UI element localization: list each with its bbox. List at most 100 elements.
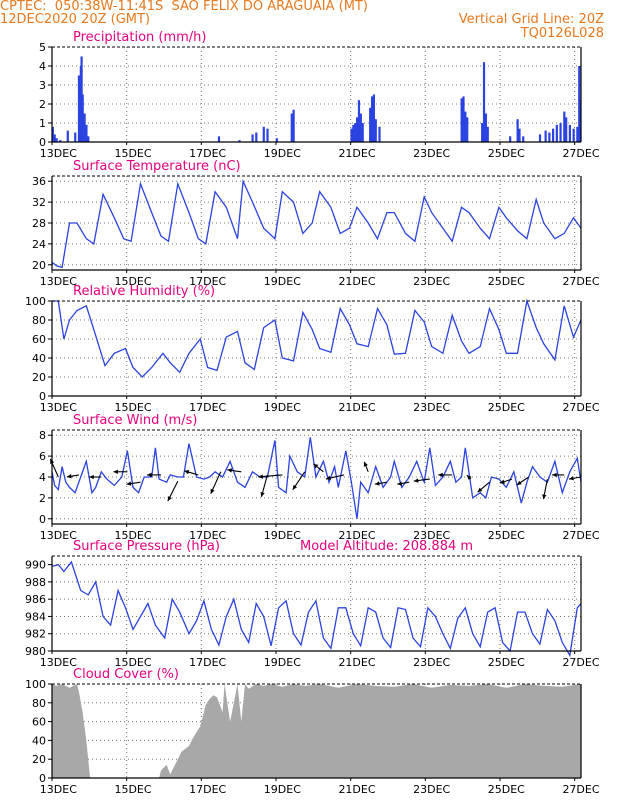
x-tick-label: 15DEC: [114, 783, 151, 796]
pres-line: [51, 560, 582, 658]
x-tick-label: 25DEC: [488, 529, 525, 542]
x-tick-label: 21DEC: [338, 275, 375, 288]
precip-bar: [275, 138, 278, 142]
wind-arrow: [227, 468, 242, 473]
precip-bar: [538, 134, 542, 142]
wind-arrow-head: [147, 472, 152, 478]
precip-bar: [555, 124, 558, 142]
wind-arrow-head: [260, 491, 265, 497]
wind-arrow: [210, 471, 222, 495]
x-tick-label: 13DEC: [40, 275, 77, 288]
x-tick-label: 15DEC: [114, 275, 151, 288]
wind-arrow-head: [477, 487, 483, 493]
precip-bar: [578, 66, 581, 142]
wind-arrow-head: [313, 463, 319, 469]
wind-arrow-head: [374, 481, 380, 486]
precip-bar: [251, 134, 254, 142]
x-tick-label: 27DEC: [562, 275, 599, 288]
header-grid-note: Vertical Grid Line: 20Z: [458, 12, 604, 27]
x-tick-label: 19DEC: [264, 529, 301, 542]
x-tick-label: 21DEC: [338, 783, 375, 796]
precip-title: Precipitation (mm/h): [73, 30, 206, 45]
wind-arrow: [89, 474, 102, 480]
y-tick-label: 24: [32, 238, 46, 251]
rh-line: [52, 298, 582, 378]
wind-arrow: [552, 472, 565, 478]
wind-arrow-head: [126, 481, 132, 486]
y-tick-label: 20: [32, 371, 46, 384]
precip-bar: [74, 132, 77, 142]
precip-bar: [518, 128, 521, 142]
rh-title: Relative Humidity (%): [73, 284, 215, 299]
pres-title: Surface Pressure (hPa): [73, 539, 220, 554]
temp-panel: 20 24 28 32 36 13DEC 15DEC 17DEC 19DEC 21DEC 23DEC…: [32, 159, 600, 288]
precip-bar: [292, 109, 295, 142]
x-tick-label: 13DEC: [40, 401, 77, 414]
precip-bar: [565, 117, 568, 142]
y-tick-label: 80: [32, 697, 46, 710]
wind-arrow: [147, 472, 162, 478]
y-tick-label: 5: [39, 41, 46, 54]
y-tick-label: 20: [32, 259, 46, 272]
y-tick-label: 80: [32, 314, 46, 327]
rh-panel: 0 20 40 60 80 100 13DEC 15DEC 17DEC 19DEC 21DEC 23D…: [25, 284, 600, 414]
x-tick-label: 19DEC: [264, 783, 301, 796]
wind-arrow: [466, 474, 472, 480]
wind-arrow: [477, 481, 490, 493]
cloud-title: Cloud Cover (%): [73, 667, 179, 682]
y-tick-label: 4: [39, 60, 46, 73]
wind-arrow: [292, 471, 306, 491]
wind-arrow-head: [397, 481, 403, 486]
precip-bar: [266, 128, 269, 142]
wind-arrow: [167, 480, 179, 502]
y-tick-label: 60: [32, 716, 46, 729]
precip-bar: [80, 56, 83, 142]
header-station: CPTEC: 050:38W-11:41S SAO FELIX DO ARAGU…: [0, 0, 368, 14]
precip-bar: [568, 124, 572, 142]
precip-bar: [53, 134, 56, 142]
y-tick-label: 0: [39, 136, 46, 149]
y-tick-label: 60: [32, 333, 46, 346]
precip-bar: [559, 123, 562, 142]
x-tick-label: 23DEC: [413, 529, 450, 542]
wind-panel: 0 2 4 6 8 13DEC 15DEC 17DEC 19DEC 21DEC 23DEC 25DEC…: [39, 413, 600, 542]
x-tick-label: 25DEC: [488, 783, 525, 796]
precip-bar: [548, 132, 551, 142]
x-tick-label: 23DEC: [413, 275, 450, 288]
precip-bar: [83, 113, 86, 142]
x-tick-label: 19DEC: [264, 275, 301, 288]
x-tick-label: 25DEC: [488, 275, 525, 288]
x-tick-label: 15DEC: [114, 147, 151, 160]
y-tick-label: 982: [25, 628, 46, 641]
precip-bar: [290, 113, 293, 142]
precip-bar: [378, 126, 381, 142]
wind-arrow-head: [89, 474, 94, 480]
wind-arrow-head: [167, 496, 172, 502]
wind-arrow-head: [552, 472, 557, 478]
precip-bar: [579, 100, 582, 142]
x-tick-label: 17DEC: [189, 275, 226, 288]
wind-arrow-head: [66, 474, 72, 479]
wind-arrow: [499, 478, 513, 484]
x-tick-label: 21DEC: [338, 147, 375, 160]
x-tick-label: 15DEC: [114, 529, 151, 542]
precip-bar: [55, 138, 58, 142]
y-tick-label: 28: [32, 217, 46, 230]
wind-title: Surface Wind (m/s): [73, 413, 197, 428]
wind-arrow-head: [325, 475, 331, 481]
precip-bar: [572, 128, 575, 142]
precip-bar: [481, 123, 484, 142]
x-tick-label: 23DEC: [413, 783, 450, 796]
wind-arrow: [258, 474, 283, 479]
x-tick-label: 13DEC: [40, 147, 77, 160]
x-tick-label: 15DEC: [114, 401, 151, 414]
wind-arrow: [568, 476, 582, 481]
wind-arrow: [363, 461, 369, 472]
temp-line: [51, 178, 582, 269]
x-tick-label: 23DEC: [413, 147, 450, 160]
precip-bar: [576, 126, 579, 142]
y-tick-label: 40: [32, 734, 46, 747]
precip-bar: [361, 123, 364, 142]
precip-bar: [255, 132, 258, 142]
y-tick-label: 100: [25, 678, 46, 691]
